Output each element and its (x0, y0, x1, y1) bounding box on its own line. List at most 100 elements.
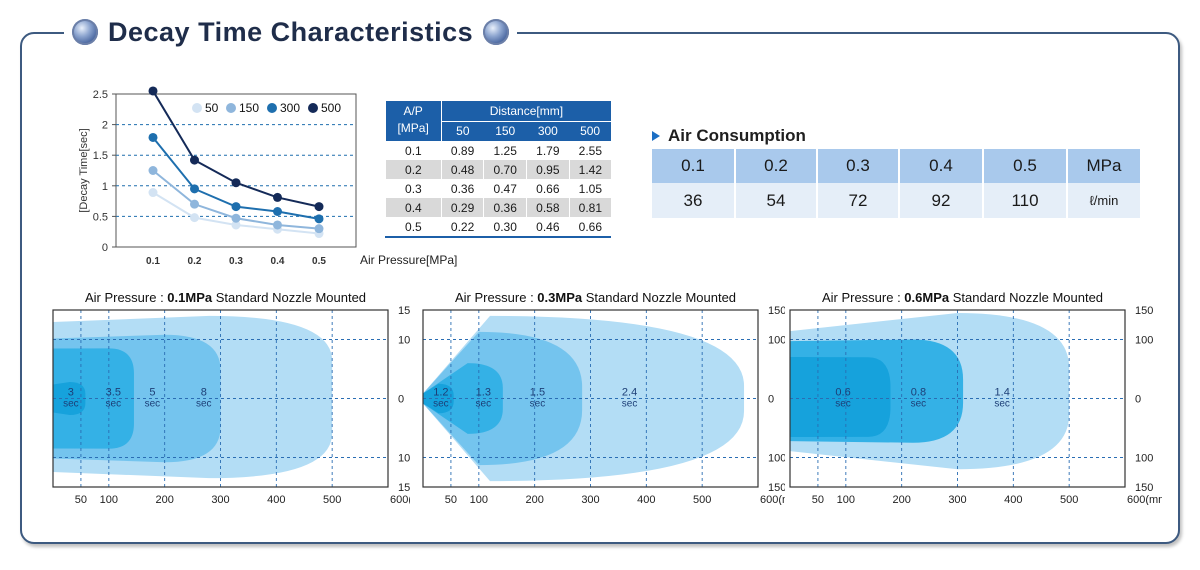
chart-title-pressure: 0.3MPa (537, 290, 583, 305)
spray-pattern-chart-0-3mpa: Air Pressure : 0.3MPa Standard Nozzle Mo… (422, 290, 785, 505)
y-tick-label: 0 (768, 394, 774, 406)
x-tick-label: 200 (525, 494, 543, 505)
table-row: 0.3 0.36 0.47 0.66 1.05 (385, 179, 611, 198)
x-tick-label: 100 (837, 494, 855, 505)
chart-title-pressure: 0.1MPa (167, 290, 213, 305)
x-tick-label: 300 (581, 494, 599, 505)
x-tick-label: 100 (100, 494, 118, 505)
chart-title: Air Pressure : 0.6MPa Standard Nozzle Mo… (822, 290, 1103, 305)
air-pressure-cell: MPa (1068, 149, 1140, 183)
data-point-500 (190, 155, 199, 165)
legend-label-300: 300 (280, 101, 300, 115)
x-tick-label: 500 (693, 494, 711, 505)
bullet-dot-icon (483, 19, 510, 45)
y-tick-label: 150 (768, 482, 785, 494)
zone-time-label: 8 (201, 387, 207, 399)
chart-title-prefix: Air Pressure : (822, 290, 904, 305)
table-cell: 0.22 (440, 217, 484, 237)
air-consumption-cell: 54 (736, 183, 816, 218)
y-tick-label: 100 (398, 453, 410, 465)
table-cell: 1.25 (483, 141, 527, 160)
spray-pattern-chart-0-1mpa: Air Pressure : 0.1MPa Standard Nozzle Mo… (52, 290, 410, 505)
air-consumption-cell: 72 (818, 183, 898, 218)
x-tick-label: 400 (1004, 494, 1022, 505)
x-tick-label: 300 (948, 494, 966, 505)
chart-title-prefix: Air Pressure : (85, 290, 167, 305)
air-consumption-cell: 36 (652, 183, 734, 218)
plot-frame (52, 309, 389, 488)
data-point-300 (231, 202, 241, 212)
table-group-header: Distance[mm] (441, 101, 611, 122)
table-column-header: 300 (526, 121, 570, 141)
y-tick-label: 2.5 (93, 89, 108, 101)
legend-marker-500 (308, 103, 318, 113)
zone-time-label: 1.4 (995, 387, 1010, 399)
table-cell: 0.5 (385, 217, 442, 237)
data-point-150 (273, 220, 282, 230)
zone-unit-label: sec (106, 399, 122, 410)
zone-unit-label: sec (196, 399, 212, 410)
zone-unit-label: sec (911, 399, 927, 410)
y-tick-label: 1 (102, 181, 108, 193)
data-point-500 (314, 202, 324, 212)
x-tick-label: 0.2 (188, 256, 202, 267)
x-tick-label: 0.1 (146, 256, 160, 267)
zone-unit-label: sec (994, 399, 1010, 410)
data-point-50 (231, 220, 241, 230)
y-tick-label: 0 (102, 242, 108, 254)
legend-marker-150 (226, 103, 236, 113)
page-title: Decay Time Characteristics (108, 16, 474, 47)
chart-title-prefix: Air Pressure : (455, 290, 537, 305)
y-tick-label: 2 (102, 120, 108, 132)
table-corner-label-mpa: [MPa] (385, 121, 442, 141)
y-tick-label: 1.5 (93, 150, 108, 162)
air-pressure-cell: 0.1 (652, 149, 734, 183)
x-tick-label: 50 (75, 494, 87, 505)
y-tick-label: 150 (1135, 482, 1153, 494)
decay-time-table: A/P Distance[mm] [MPa] 50 150 300 500 0.1 0.… (385, 101, 611, 238)
y-tick-label: 100 (398, 335, 410, 347)
title-bar: Decay Time Characteristics (64, 10, 518, 54)
chart-title-suffix: Standard Nozzle Mounted (212, 290, 366, 305)
x-axis-end-label: 600(mm) (760, 494, 785, 505)
y-tick-label: 0.5 (93, 211, 108, 223)
zone-shape-1-3-sec (423, 363, 503, 434)
data-point-300 (273, 207, 282, 217)
air-consumption-table: 0.1 0.2 0.3 0.4 0.5 MPa 36 54 72 92 110 ℓ/min (650, 149, 1142, 218)
table-row: 0.5 0.22 0.30 0.46 0.66 (385, 217, 611, 237)
data-point-300 (190, 184, 199, 194)
y-tick-label: 150 (768, 305, 785, 317)
zone-time-label: 0.6 (835, 387, 850, 399)
zone-time-label: 1.3 (476, 387, 491, 399)
zone-unit-label: sec (476, 399, 492, 410)
air-pressure-cell: 0.4 (900, 149, 982, 183)
table-cell: 0.66 (526, 179, 570, 198)
x-tick-label: 500 (323, 494, 341, 505)
table-column-header: 150 (483, 121, 527, 141)
data-point-50 (148, 188, 158, 198)
table-cell: 0.46 (526, 217, 570, 237)
x-tick-label: 0.3 (229, 256, 243, 267)
zone-time-label: 2.4 (622, 387, 637, 399)
y-tick-label: 100 (768, 335, 785, 347)
table-cell: 0.30 (483, 217, 527, 237)
table-cell: 0.36 (440, 179, 484, 198)
chart-title: Air Pressure : 0.1MPa Standard Nozzle Mo… (85, 290, 366, 305)
chart-title-suffix: Standard Nozzle Mounted (582, 290, 736, 305)
air-consumption-title: Air Consumption (652, 126, 806, 146)
air-consumption-label: Air Consumption (668, 126, 806, 145)
data-point-500 (273, 192, 282, 202)
table-cell: 0.1 (385, 141, 442, 160)
x-tick-label: 400 (637, 494, 655, 505)
air-pressure-cell: 0.2 (736, 149, 816, 183)
zone-shape-3-5-sec (53, 348, 134, 449)
x-axis-end-label: 600(mm) (1127, 494, 1162, 505)
x-tick-label: 50 (445, 494, 457, 505)
zone-time-label: 1.5 (530, 387, 545, 399)
data-point-150 (314, 224, 324, 234)
table-cell: 0.4 (385, 198, 442, 217)
x-tick-label: 100 (470, 494, 488, 505)
x-tick-label: 200 (892, 494, 910, 505)
table-cell: 2.55 (568, 141, 611, 160)
zone-unit-label: sec (433, 399, 449, 410)
